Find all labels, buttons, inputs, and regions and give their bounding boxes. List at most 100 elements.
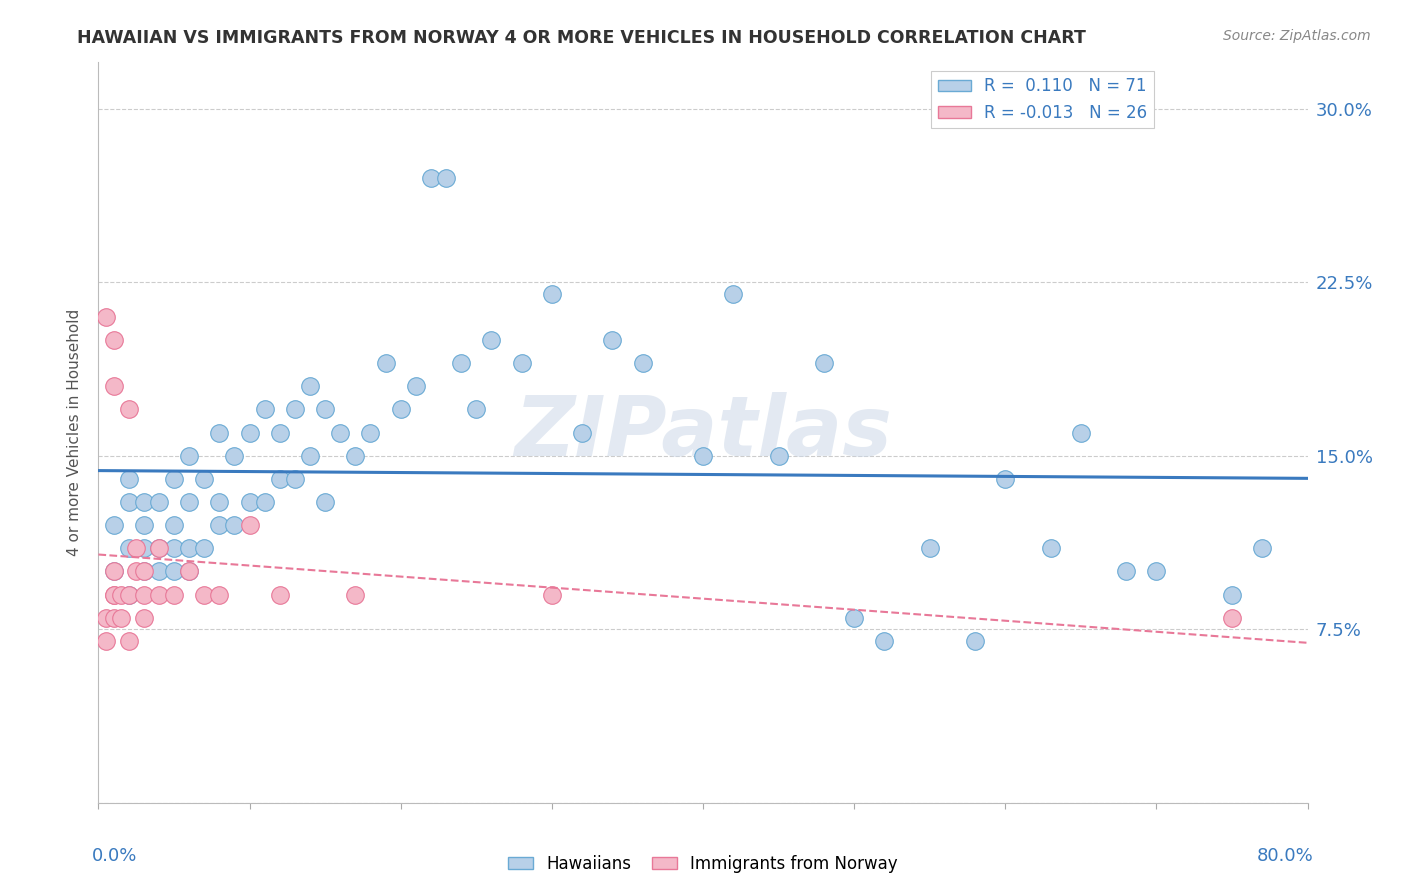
Point	[994, 472, 1017, 486]
Point	[965, 633, 987, 648]
Point	[125, 565, 148, 579]
Point	[118, 402, 141, 417]
Point	[132, 518, 155, 533]
Point	[239, 495, 262, 509]
Point	[132, 565, 155, 579]
Point	[94, 633, 117, 648]
Point	[148, 495, 170, 509]
Point	[344, 449, 367, 463]
Point	[299, 379, 322, 393]
Point	[132, 541, 155, 556]
Point	[329, 425, 352, 440]
Point	[163, 472, 186, 486]
Point	[103, 565, 125, 579]
Point	[148, 588, 170, 602]
Point	[110, 588, 132, 602]
Point	[873, 633, 896, 648]
Point	[179, 565, 201, 579]
Text: Source: ZipAtlas.com: Source: ZipAtlas.com	[1223, 29, 1371, 43]
Point	[269, 425, 291, 440]
Point	[450, 356, 472, 370]
Point	[148, 541, 170, 556]
Point	[118, 541, 141, 556]
Point	[103, 565, 125, 579]
Point	[510, 356, 533, 370]
Point	[239, 518, 262, 533]
Point	[1115, 565, 1137, 579]
Point	[1220, 610, 1243, 624]
Point	[723, 286, 745, 301]
Point	[344, 588, 367, 602]
Point	[465, 402, 488, 417]
Point	[224, 449, 246, 463]
Point	[768, 449, 790, 463]
Point	[405, 379, 427, 393]
Point	[540, 286, 562, 301]
Point	[253, 495, 276, 509]
Point	[179, 449, 201, 463]
Point	[389, 402, 412, 417]
Point	[148, 541, 170, 556]
Point	[208, 588, 231, 602]
Point	[110, 610, 132, 624]
Point	[269, 472, 291, 486]
Point	[269, 588, 291, 602]
Point	[844, 610, 866, 624]
Point	[103, 588, 125, 602]
Point	[284, 402, 307, 417]
Text: HAWAIIAN VS IMMIGRANTS FROM NORWAY 4 OR MORE VEHICLES IN HOUSEHOLD CORRELATION C: HAWAIIAN VS IMMIGRANTS FROM NORWAY 4 OR …	[77, 29, 1087, 46]
Point	[125, 541, 148, 556]
Point	[118, 588, 141, 602]
Point	[94, 610, 117, 624]
Point	[224, 518, 246, 533]
Point	[434, 171, 457, 186]
Point	[571, 425, 593, 440]
Point	[208, 425, 231, 440]
Point	[132, 565, 155, 579]
Point	[163, 541, 186, 556]
Point	[253, 402, 276, 417]
Point	[118, 495, 141, 509]
Point	[179, 565, 201, 579]
Point	[132, 588, 155, 602]
Point	[118, 588, 141, 602]
Point	[193, 541, 215, 556]
Point	[1251, 541, 1274, 556]
Text: 80.0%: 80.0%	[1257, 847, 1313, 865]
Point	[148, 565, 170, 579]
Point	[314, 402, 336, 417]
Point	[481, 333, 503, 347]
Point	[208, 518, 231, 533]
Text: ZIPatlas: ZIPatlas	[515, 392, 891, 473]
Point	[1144, 565, 1167, 579]
Point	[163, 565, 186, 579]
Point	[360, 425, 382, 440]
Point	[692, 449, 714, 463]
Point	[179, 495, 201, 509]
Point	[540, 588, 562, 602]
Point	[1220, 588, 1243, 602]
Point	[103, 333, 125, 347]
Point	[631, 356, 654, 370]
Point	[420, 171, 443, 186]
Point	[602, 333, 624, 347]
Point	[132, 610, 155, 624]
Point	[118, 633, 141, 648]
Point	[103, 610, 125, 624]
Text: 0.0%: 0.0%	[93, 847, 138, 865]
Point	[103, 588, 125, 602]
Legend: Hawaiians, Immigrants from Norway: Hawaiians, Immigrants from Norway	[502, 848, 904, 880]
Point	[314, 495, 336, 509]
Point	[94, 310, 117, 324]
Point	[1070, 425, 1092, 440]
Point	[299, 449, 322, 463]
Point	[103, 379, 125, 393]
Point	[163, 588, 186, 602]
Point	[103, 518, 125, 533]
Point	[284, 472, 307, 486]
Point	[239, 425, 262, 440]
Point	[374, 356, 396, 370]
Point	[193, 472, 215, 486]
Point	[179, 541, 201, 556]
Point	[813, 356, 835, 370]
